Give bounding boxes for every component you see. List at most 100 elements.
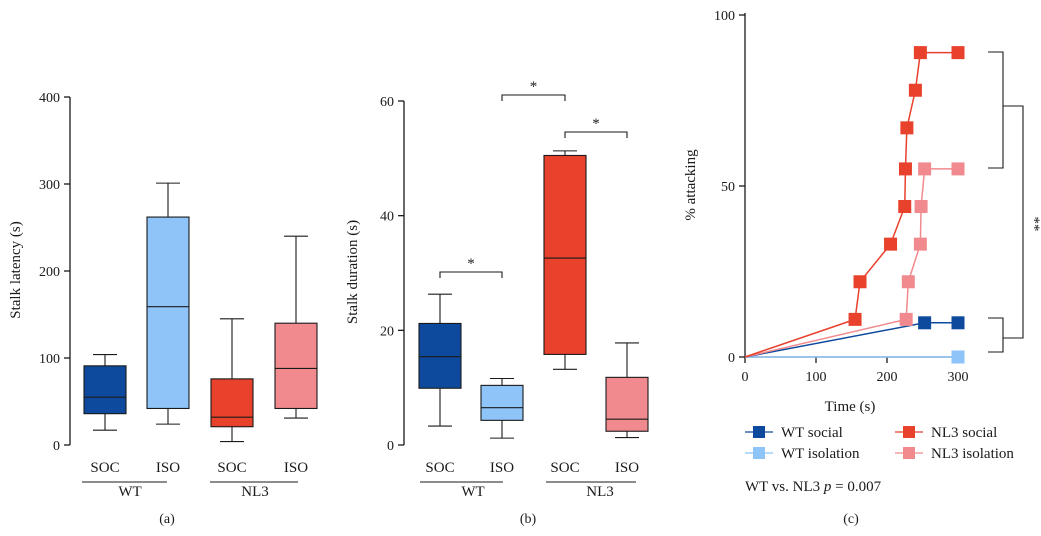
panel-b-box-1 (418, 293, 462, 427)
series-line (744, 51, 958, 358)
series-point (898, 200, 912, 214)
series-wt-social (744, 316, 965, 358)
panel-c-y-ticks: 0 50 100 (714, 9, 745, 366)
panel-c-legend: WT social WT isolation NL3 social NL3 is… (745, 425, 1014, 462)
panel-b-box-3 (543, 150, 587, 370)
panel-a-group-wt: WT (118, 484, 141, 500)
panel-c-y-tick-label: 100 (714, 9, 735, 24)
legend-label: NL3 isolation (931, 446, 1014, 462)
panel-a-box-3 (210, 318, 254, 443)
box-iqr (605, 376, 649, 432)
box-iqr (210, 378, 254, 428)
legend-label: NL3 social (931, 425, 997, 441)
panel-a-y-tick-label: 0 (53, 439, 60, 454)
panel-c-y-label: % attacking (683, 149, 699, 221)
panel-a-y-tick-label: 200 (39, 265, 60, 280)
panel-a-category-label: ISO (284, 460, 308, 476)
significance-bar (439, 271, 503, 278)
legend-item-wt-social: WT social (745, 425, 843, 441)
panel-a-category-label: SOC (90, 460, 119, 476)
panel-a-group-nl3: NL3 (241, 484, 269, 500)
legend-marker (753, 426, 765, 438)
panel-a-box-1 (83, 353, 127, 431)
series-nl3-social (744, 46, 965, 358)
panel-c-x-tick-label: 200 (877, 370, 898, 385)
panel-c: 0 50 100 0 100 200 300 % attacking Time (s) *… (683, 9, 1041, 527)
panel-a-y-ticks: 0 100 200 300 400 (39, 91, 70, 454)
panel-b-y-tick-label: 40 (380, 210, 394, 225)
series-point (951, 46, 965, 60)
series-wt-isolation (745, 350, 965, 364)
panel-a-category-label: ISO (156, 460, 180, 476)
series-point (901, 275, 915, 289)
series-point (951, 316, 965, 330)
box-iqr (146, 216, 190, 410)
series-point (848, 312, 862, 326)
panel-c-x-ticks: 0 100 200 300 (742, 357, 969, 385)
series-point (951, 350, 965, 364)
series-point (918, 162, 932, 176)
panel-c-label: (c) (843, 512, 859, 527)
panel-c-x-tick-label: 0 (742, 370, 749, 385)
panel-a-category-labels: SOC ISO SOC ISO (90, 460, 308, 476)
panel-c-significance-label: ** (1026, 217, 1041, 232)
significance-star: * (467, 256, 475, 272)
nl3-bracket (988, 51, 1004, 169)
panel-a-y-label: Stalk latency (s) (8, 221, 24, 318)
panel-a-y-tick-label: 300 (39, 178, 60, 193)
panel-a-boxes (83, 182, 318, 443)
panel-c-x-tick-label: 100 (806, 370, 827, 385)
panel-b-label: (b) (520, 512, 537, 527)
significance-star: * (592, 116, 600, 132)
series-point (899, 312, 913, 326)
series-point (853, 275, 867, 289)
panel-a-box-4 (274, 235, 318, 419)
significance-bar (564, 131, 628, 138)
panel-b-category-label: ISO (615, 460, 639, 476)
legend-item-nl3-social: NL3 social (895, 425, 997, 441)
legend-marker (753, 447, 765, 459)
series-point (898, 162, 912, 176)
panel-b-group-wt: WT (461, 484, 484, 500)
legend-label: WT social (781, 425, 843, 441)
panel-b-category-labels: SOC ISO SOC ISO (425, 460, 639, 476)
box-iqr (83, 365, 127, 415)
panel-b-y-tick-label: 60 (380, 95, 394, 110)
box-iqr (274, 322, 318, 410)
panel-c-brackets: ** (988, 51, 1041, 353)
legend-marker (903, 426, 915, 438)
panel-b-box-4 (605, 342, 649, 439)
series-point (900, 121, 914, 135)
panel-b-category-label: SOC (550, 460, 579, 476)
significance-star: * (530, 79, 538, 95)
series-point (908, 83, 922, 97)
series-point (913, 237, 927, 251)
panel-a-label: (a) (159, 512, 175, 527)
significance-bar (501, 94, 566, 101)
series-point (951, 162, 965, 176)
panel-b-category-label: ISO (490, 460, 514, 476)
panel-c-stat-annotation: WT vs. NL3 p = 0.007 (745, 479, 882, 495)
legend-label: WT isolation (781, 446, 860, 462)
box-iqr (480, 384, 524, 421)
series-point (884, 237, 898, 251)
panel-a-category-label: SOC (217, 460, 246, 476)
panel-b-y-ticks: 0 20 40 60 (380, 95, 404, 454)
panel-b-y-tick-label: 0 (387, 439, 394, 454)
panel-b-boxes (418, 150, 649, 439)
legend-item-wt-isolation: WT isolation (745, 446, 860, 462)
panel-c-series (744, 46, 965, 364)
panel-b-y-tick-label: 20 (380, 324, 394, 339)
panel-a-y-tick-label: 400 (39, 91, 60, 106)
box-iqr (543, 154, 587, 355)
panel-a-box-2 (146, 182, 190, 425)
overall-bracket (1003, 105, 1024, 339)
panel-b-category-label: SOC (425, 460, 454, 476)
legend-item-nl3-isolation: NL3 isolation (895, 446, 1014, 462)
panel-c-y-tick-label: 50 (721, 180, 735, 195)
panel-c-y-tick-label: 0 (728, 351, 735, 366)
panel-b-significance: * * * (439, 79, 628, 278)
